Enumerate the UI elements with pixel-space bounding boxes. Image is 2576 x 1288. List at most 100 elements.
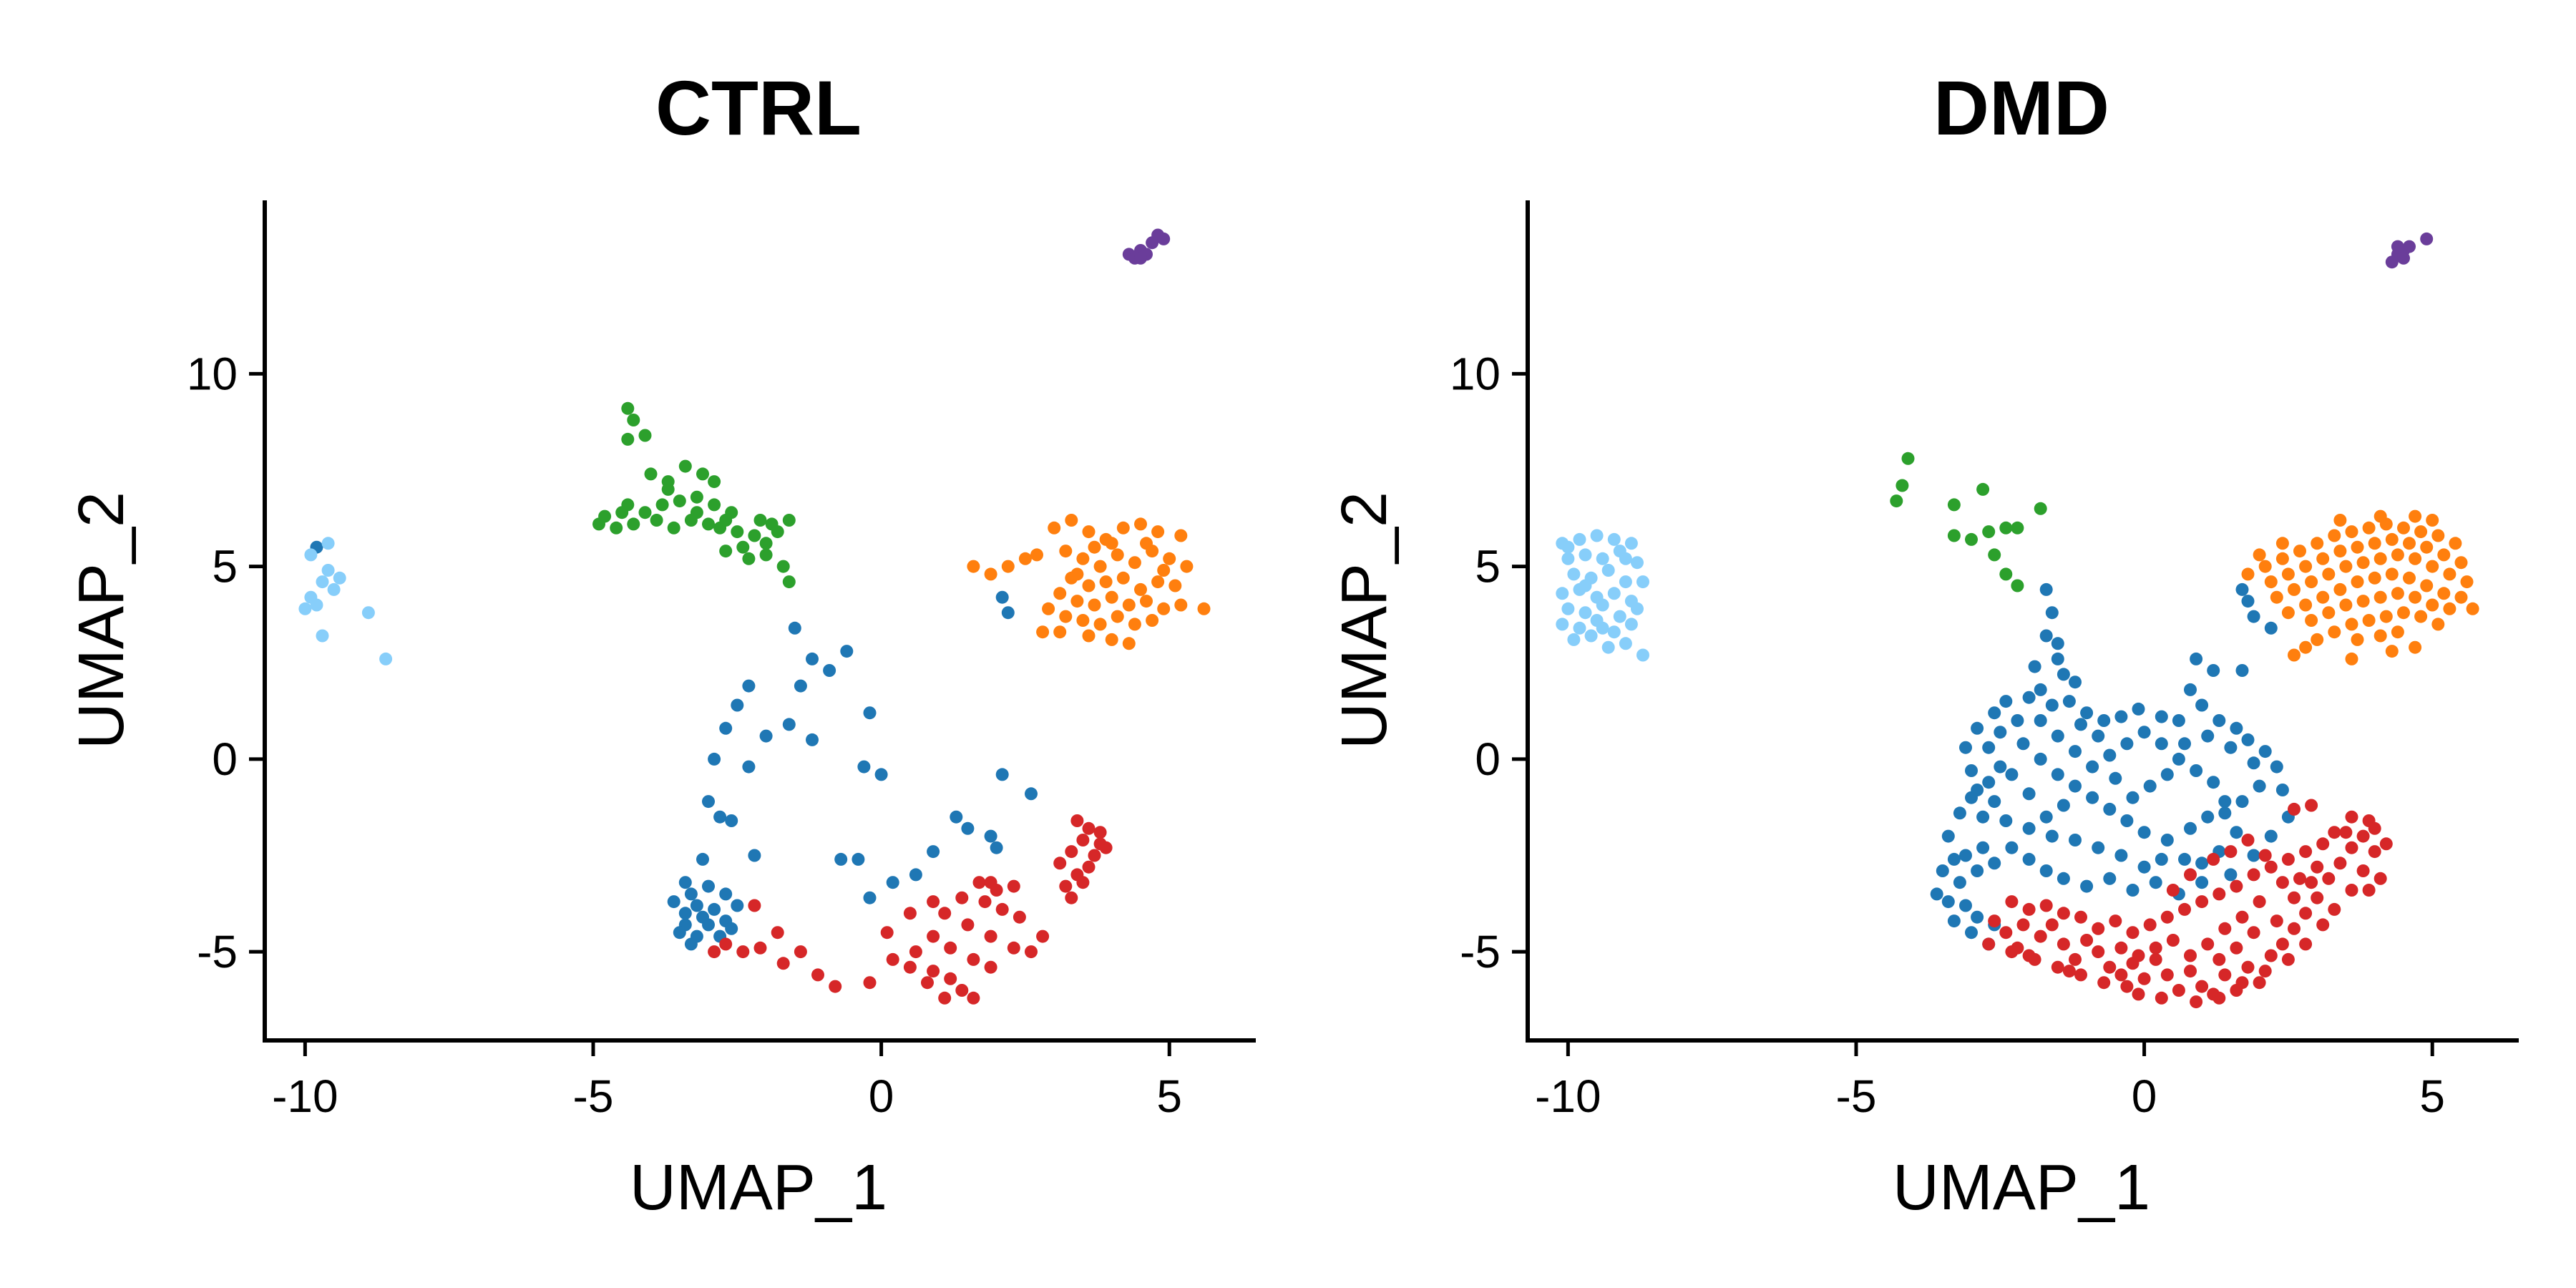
scatter-point bbox=[759, 548, 773, 562]
scatter-point bbox=[1561, 540, 1575, 554]
scatter-point bbox=[2114, 941, 2128, 955]
scatter-point bbox=[1890, 494, 1903, 508]
scatter-point bbox=[2212, 991, 2226, 1005]
scatter-point bbox=[736, 945, 750, 959]
scatter-point bbox=[2086, 760, 2099, 774]
scatter-point bbox=[967, 560, 980, 573]
scatter-point bbox=[2345, 884, 2358, 897]
scatter-point bbox=[2409, 590, 2422, 604]
scatter-point bbox=[742, 760, 756, 774]
scatter-point bbox=[2069, 675, 2082, 689]
scatter-point bbox=[944, 972, 957, 985]
scatter-point bbox=[1128, 618, 1141, 631]
scatter-point bbox=[2039, 582, 2053, 596]
scatter-point bbox=[2288, 802, 2301, 816]
scatter-point bbox=[361, 606, 375, 620]
y-tick-label: 0 bbox=[212, 733, 238, 785]
scatter-point bbox=[776, 560, 790, 573]
scatter-point bbox=[2103, 748, 2117, 762]
scatter-point bbox=[1076, 552, 1090, 565]
scatter-point bbox=[1936, 864, 1949, 877]
scatter-point bbox=[2149, 876, 2162, 889]
scatter-point bbox=[1070, 595, 1084, 608]
scatter-point bbox=[1596, 552, 1609, 565]
scatter-point bbox=[2270, 914, 2283, 928]
scatter-point bbox=[2218, 968, 2232, 982]
scatter-point bbox=[2051, 768, 2064, 781]
scatter-point bbox=[2051, 637, 2064, 650]
scatter-point bbox=[2155, 737, 2168, 751]
scatter-point bbox=[702, 795, 715, 809]
scatter-point bbox=[2195, 876, 2209, 889]
x-tick-label: 5 bbox=[1156, 1070, 1182, 1122]
scatter-point bbox=[1596, 621, 1609, 635]
y-tick-label: -5 bbox=[1460, 926, 1501, 977]
scatter-point bbox=[2218, 806, 2232, 820]
scatter-point bbox=[1099, 575, 1113, 589]
scatter-point bbox=[863, 891, 877, 904]
scatter-point bbox=[2299, 845, 2313, 859]
scatter-point bbox=[1157, 564, 1171, 577]
scatter-point bbox=[2362, 614, 2376, 627]
x-tick-label: -5 bbox=[1836, 1070, 1877, 1122]
x-axis-ticks: -10 -5 0 5 bbox=[272, 1040, 1182, 1122]
scatter-point bbox=[2437, 548, 2451, 562]
scatter-point bbox=[753, 514, 767, 527]
scatter-point bbox=[2241, 733, 2255, 746]
scatter-point bbox=[2126, 791, 2140, 804]
scatter-point bbox=[2275, 784, 2289, 796]
scatter-point bbox=[1197, 602, 1211, 615]
scatter-point bbox=[1947, 914, 1961, 928]
scatter-point bbox=[2288, 891, 2301, 904]
scatter-point bbox=[2201, 937, 2215, 951]
scatter-point bbox=[2373, 872, 2387, 885]
scatter-point bbox=[2057, 907, 2070, 920]
scatter-point bbox=[1959, 899, 1972, 912]
scatter-point bbox=[2373, 629, 2387, 643]
x-axis-label: UMAP_1 bbox=[1893, 1152, 2150, 1224]
scatter-point bbox=[1025, 945, 1038, 959]
scatter-point bbox=[719, 545, 733, 558]
scatter-point bbox=[1988, 795, 2001, 809]
scatter-point bbox=[2184, 683, 2197, 696]
scatter-point bbox=[2212, 714, 2226, 727]
scatter-point bbox=[806, 652, 819, 665]
scatter-point bbox=[2057, 872, 2070, 885]
scatter-point bbox=[2420, 540, 2434, 554]
scatter-point bbox=[2022, 787, 2036, 801]
scatter-point bbox=[984, 960, 997, 974]
scatter-point bbox=[1607, 587, 1621, 600]
scatter-point bbox=[2311, 537, 2324, 550]
scatter-point bbox=[2069, 834, 2082, 847]
scatter-point bbox=[903, 907, 917, 920]
scatter-point bbox=[2247, 868, 2260, 882]
scatter-point bbox=[2316, 590, 2330, 604]
scatter-point bbox=[2184, 868, 2197, 882]
scatter-point bbox=[748, 849, 761, 862]
scatter-point bbox=[2230, 879, 2243, 893]
scatter-point bbox=[667, 521, 680, 535]
scatter-point bbox=[829, 980, 842, 993]
scatter-point bbox=[840, 645, 854, 658]
scatter-point bbox=[2443, 602, 2457, 615]
scatter-point bbox=[1584, 629, 1598, 643]
scatter-point bbox=[927, 845, 940, 859]
scatter-point bbox=[2184, 949, 2197, 962]
scatter-point bbox=[2253, 895, 2266, 909]
scatter-point bbox=[2034, 714, 2047, 727]
ctrl-umap-panel: CTRL -10 -5 0 5 -5 0 5 10 UMAP_1 UMAP_2 bbox=[66, 64, 1256, 1224]
scatter-point bbox=[1151, 525, 1165, 539]
x-tick-label: -10 bbox=[1535, 1070, 1601, 1122]
scatter-point bbox=[2322, 606, 2336, 620]
scatter-point bbox=[1140, 537, 1153, 550]
scatter-point bbox=[2293, 545, 2306, 558]
scatter-point bbox=[2333, 857, 2347, 870]
dmd-umap-panel: DMD -10 -5 0 5 -5 0 5 10 UMAP_1 UMAP_2 bbox=[1329, 64, 2519, 1224]
scatter-point bbox=[627, 517, 640, 531]
scatter-point bbox=[650, 514, 663, 527]
scatter-point bbox=[2264, 829, 2278, 843]
scatter-point bbox=[2126, 884, 2140, 897]
scatter-point bbox=[2039, 899, 2053, 912]
scatter-point bbox=[742, 679, 756, 693]
scatter-point bbox=[1001, 606, 1015, 620]
